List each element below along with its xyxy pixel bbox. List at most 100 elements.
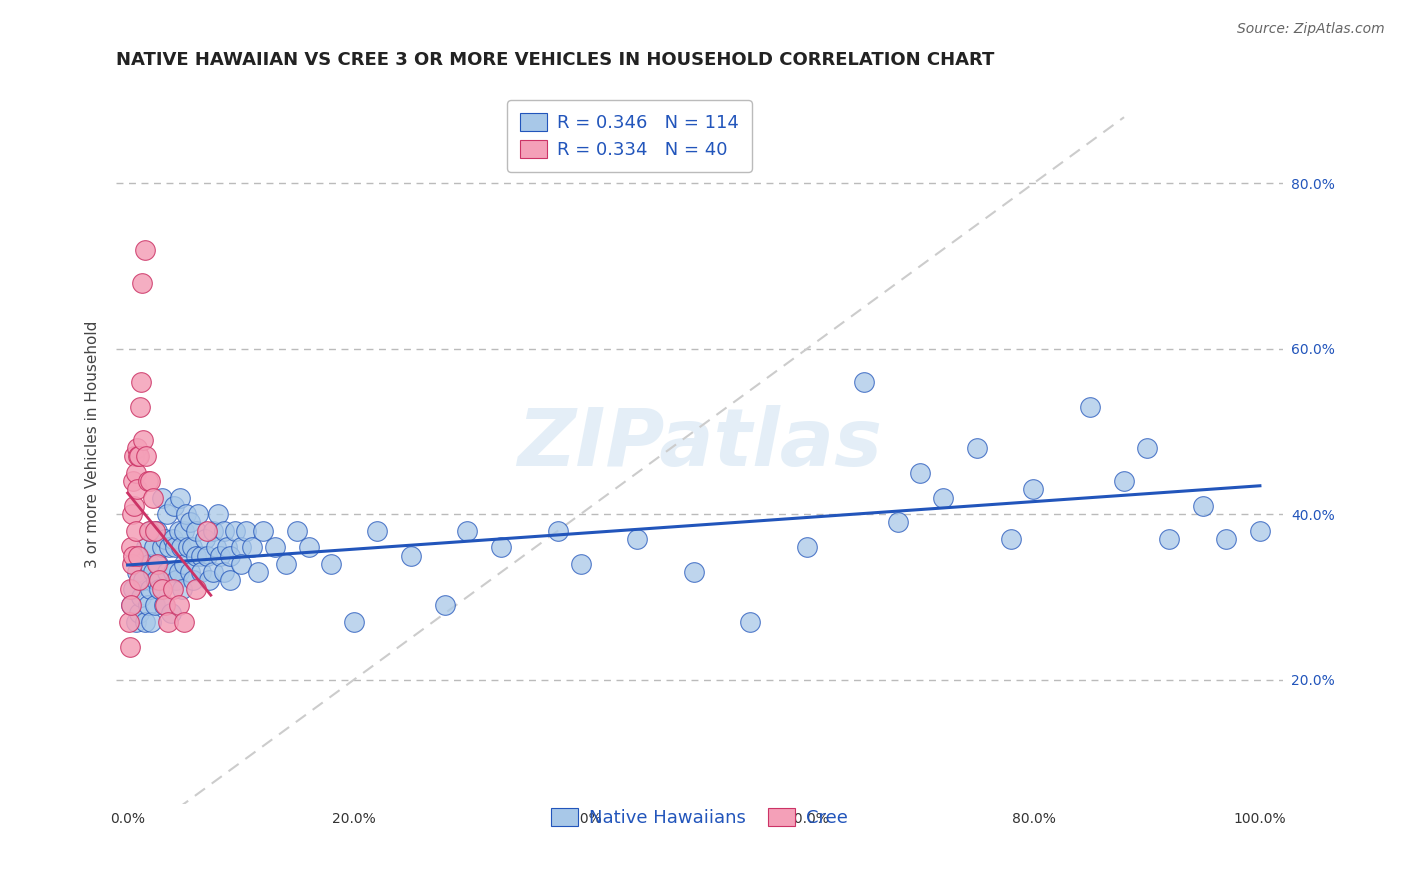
Point — [162, 565, 184, 579]
Point — [118, 582, 141, 596]
Point — [134, 243, 156, 257]
Point — [195, 549, 218, 563]
Point — [128, 574, 150, 588]
Point — [173, 615, 195, 629]
Point — [118, 615, 141, 629]
Point — [132, 433, 155, 447]
Point — [165, 541, 187, 555]
Point — [195, 524, 218, 538]
Point — [852, 375, 875, 389]
Point — [932, 491, 955, 505]
Point — [212, 524, 235, 538]
Point — [190, 549, 212, 563]
Y-axis label: 3 or more Vehicles in Household: 3 or more Vehicles in Household — [86, 320, 100, 567]
Point — [209, 549, 232, 563]
Point — [224, 524, 246, 538]
Point — [148, 582, 170, 596]
Point — [167, 565, 190, 579]
Point — [796, 541, 818, 555]
Point — [121, 507, 143, 521]
Point — [169, 491, 191, 505]
Point — [141, 565, 163, 579]
Point — [156, 565, 179, 579]
Point — [148, 574, 170, 588]
Point — [433, 598, 456, 612]
Point — [138, 524, 160, 538]
Legend: Native Hawaiians, Cree: Native Hawaiians, Cree — [544, 800, 855, 834]
Point — [129, 590, 152, 604]
Point — [146, 557, 169, 571]
Point — [128, 607, 150, 621]
Point — [139, 524, 162, 538]
Point — [201, 565, 224, 579]
Point — [163, 499, 186, 513]
Point — [129, 375, 152, 389]
Point — [1112, 474, 1135, 488]
Point — [120, 541, 142, 555]
Point — [287, 524, 309, 538]
Point — [150, 491, 173, 505]
Point — [167, 598, 190, 612]
Point — [298, 541, 321, 555]
Point — [184, 549, 207, 563]
Point — [125, 565, 148, 579]
Point — [143, 598, 166, 612]
Point — [194, 532, 217, 546]
Point — [246, 565, 269, 579]
Point — [135, 450, 157, 464]
Point — [966, 441, 988, 455]
Point — [132, 574, 155, 588]
Point — [218, 574, 240, 588]
Point — [1078, 400, 1101, 414]
Point — [1159, 532, 1181, 546]
Point — [198, 574, 221, 588]
Point — [124, 499, 146, 513]
Point — [184, 582, 207, 596]
Point — [150, 582, 173, 596]
Point — [569, 557, 592, 571]
Point — [190, 565, 212, 579]
Text: Source: ZipAtlas.com: Source: ZipAtlas.com — [1237, 22, 1385, 37]
Point — [1215, 532, 1237, 546]
Point — [181, 574, 204, 588]
Point — [165, 574, 187, 588]
Point — [150, 541, 173, 555]
Point — [176, 507, 198, 521]
Point — [162, 532, 184, 546]
Point — [134, 615, 156, 629]
Point — [207, 507, 229, 521]
Point — [682, 565, 704, 579]
Point — [143, 524, 166, 538]
Point — [141, 491, 163, 505]
Point — [136, 598, 159, 612]
Point — [187, 507, 209, 521]
Point — [547, 524, 569, 538]
Point — [240, 541, 263, 555]
Point — [141, 615, 163, 629]
Point — [263, 541, 285, 555]
Point — [167, 524, 190, 538]
Point — [1192, 499, 1215, 513]
Point — [138, 557, 160, 571]
Point — [740, 615, 762, 629]
Point — [1000, 532, 1022, 546]
Point — [170, 541, 193, 555]
Point — [120, 598, 142, 612]
Point — [135, 541, 157, 555]
Point — [146, 557, 169, 571]
Point — [886, 516, 908, 530]
Point — [201, 524, 224, 538]
Point — [146, 524, 169, 538]
Point — [125, 441, 148, 455]
Point — [491, 541, 513, 555]
Point — [179, 565, 201, 579]
Point — [121, 557, 143, 571]
Text: ZIPatlas: ZIPatlas — [517, 405, 882, 483]
Point — [122, 582, 145, 596]
Point — [128, 450, 150, 464]
Point — [274, 557, 297, 571]
Point — [127, 549, 149, 563]
Point — [181, 541, 204, 555]
Point — [120, 598, 142, 612]
Point — [156, 507, 179, 521]
